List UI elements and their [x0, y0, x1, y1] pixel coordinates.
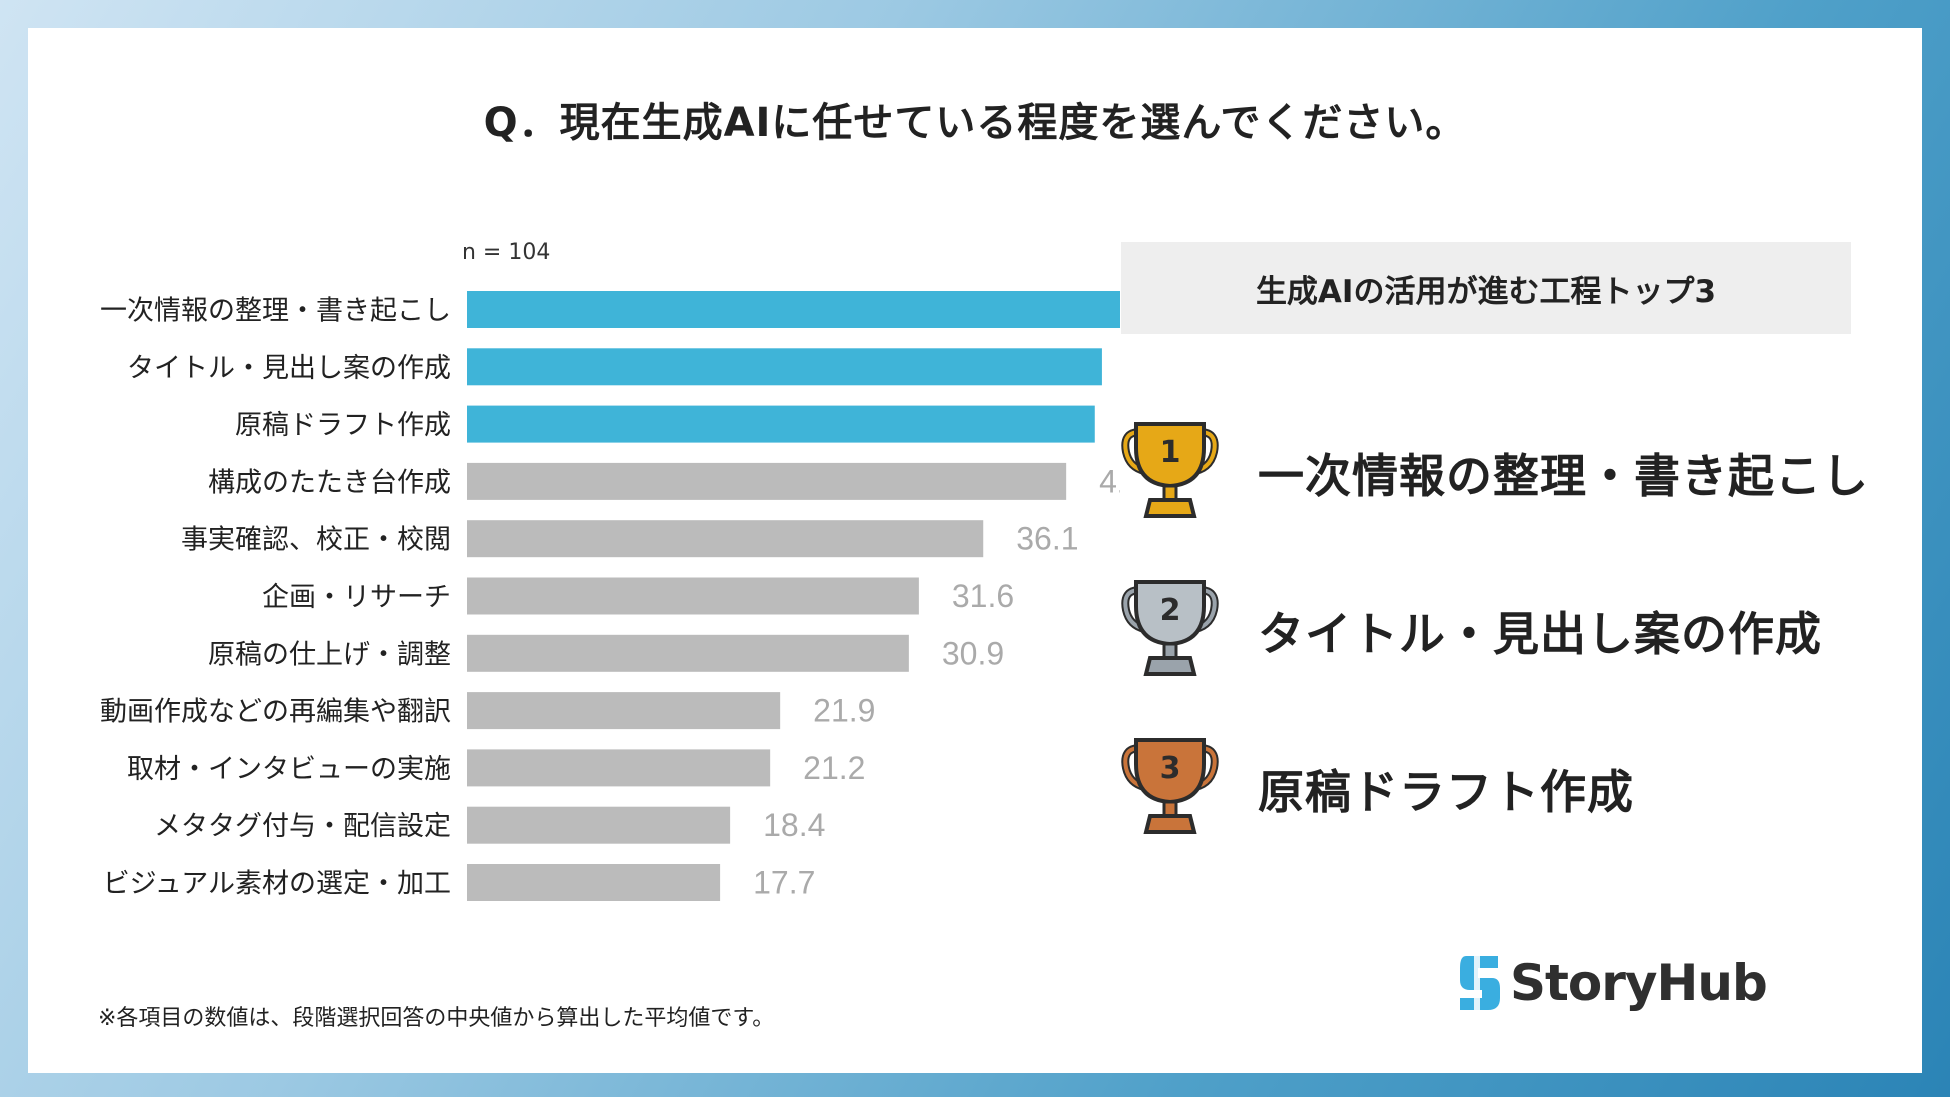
- bar: [467, 692, 781, 730]
- bar: [467, 806, 731, 844]
- category-label: 構成のたたき台作成: [208, 467, 451, 498]
- bar: [467, 405, 1095, 443]
- category-label: 動画作成などの再編集や翻訳: [100, 697, 451, 728]
- category-label: 一次情報の整理・書き起こし: [100, 296, 451, 327]
- category-label: 原稿ドラフト作成: [235, 410, 451, 441]
- category-label: 事実確認、校正・校閲: [181, 525, 451, 556]
- rank-item-3: 3 原稿ドラフト作成: [1120, 734, 1880, 844]
- category-label: メタタグ付与・配信設定: [154, 811, 451, 842]
- value-label: 31.6: [952, 578, 1014, 614]
- category-label: 企画・リサーチ: [262, 582, 451, 613]
- rank-label: タイトル・見出し案の作成: [1258, 607, 1822, 661]
- sample-size-label: n = 104: [462, 240, 551, 265]
- logo-mark-icon: [1460, 956, 1500, 1010]
- bar: [467, 520, 984, 558]
- value-label: 41.9: [1099, 463, 1120, 499]
- value-label: 21.2: [803, 750, 865, 786]
- ranking-header: 生成AIの活用が進む工程トップ3: [1121, 242, 1851, 334]
- rank-label: 原稿ドラフト作成: [1258, 765, 1634, 819]
- logo-text: StoryHub: [1510, 954, 1768, 1012]
- category-label: 取材・インタビューの実施: [127, 754, 451, 785]
- bronze-trophy-icon: 3: [1121, 738, 1219, 834]
- storyhub-logo: StoryHub: [1452, 952, 1768, 1022]
- silver-trophy-icon: 2: [1121, 580, 1219, 676]
- bar: [467, 348, 1102, 386]
- rank-number: 3: [1160, 751, 1181, 786]
- bar: [467, 634, 909, 672]
- gold-trophy-icon: 1: [1121, 422, 1219, 518]
- footnote: ※各項目の数値は、段階選択回答の中央値から算出した平均値です。: [98, 1006, 775, 1031]
- rank-number: 2: [1160, 593, 1181, 628]
- bar: [467, 577, 919, 615]
- bar: [467, 749, 771, 787]
- bar: [467, 462, 1067, 500]
- rank-item-2: 2 タイトル・見出し案の作成: [1120, 576, 1880, 686]
- rank-number: 1: [1160, 435, 1181, 470]
- bar-chart: 一次情報の整理・書き起こし50.7タイトル・見出し案の作成44.4原稿ドラフト作…: [100, 291, 1120, 901]
- value-label: 30.9: [942, 635, 1004, 671]
- category-label: 原稿の仕上げ・調整: [208, 639, 451, 670]
- value-label: 18.4: [763, 807, 825, 843]
- value-label: 21.9: [813, 693, 875, 729]
- category-label: ビジュアル素材の選定・加工: [103, 869, 451, 900]
- rank-item-1: 1 一次情報の整理・書き起こし: [1120, 418, 1880, 528]
- value-label: 36.1: [1016, 521, 1078, 557]
- rank-label: 一次情報の整理・書き起こし: [1258, 449, 1869, 503]
- value-label: 17.7: [753, 865, 815, 901]
- bar: [467, 291, 1120, 328]
- category-label: タイトル・見出し案の作成: [127, 353, 451, 384]
- bar: [467, 864, 721, 901]
- page-title: Q．現在生成AIに任せている程度を選んでください。: [483, 100, 1467, 146]
